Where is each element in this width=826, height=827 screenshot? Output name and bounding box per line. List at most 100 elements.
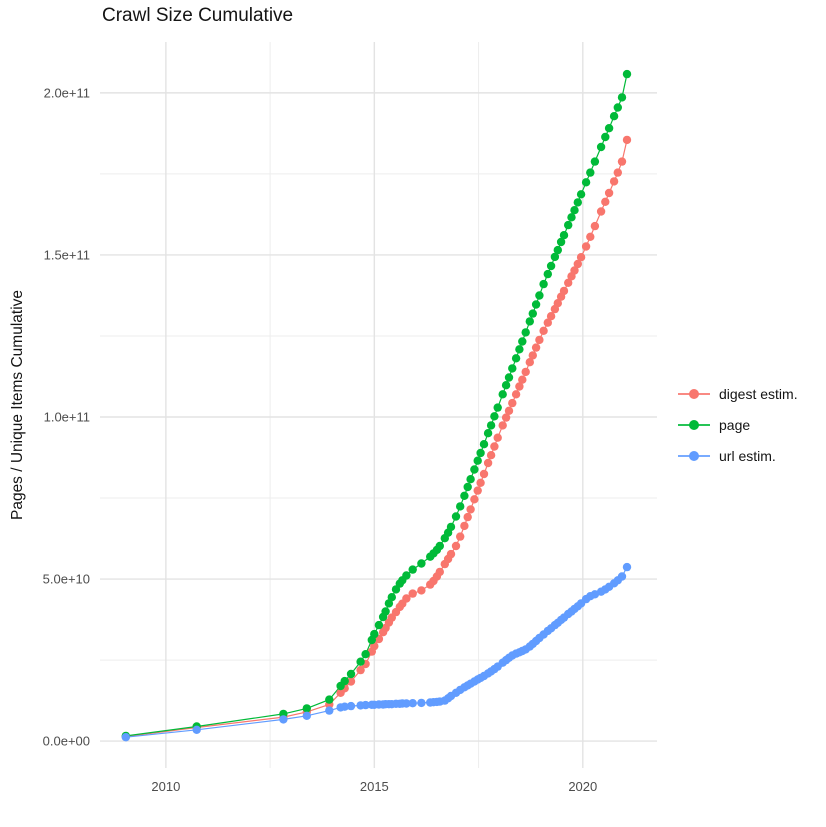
data-point-digest-estim-: [576, 253, 586, 262]
data-point-digest-estim-: [546, 312, 556, 321]
data-point-digest-estim-: [531, 343, 541, 352]
data-point-digest-estim-: [581, 242, 591, 251]
data-point-digest-estim-: [476, 478, 485, 487]
data-point-digest-estim-: [479, 469, 489, 479]
data-point-digest-estim-: [493, 433, 502, 442]
data-point-page: [325, 695, 334, 704]
y-tick-label: 1.5e+11: [44, 247, 90, 262]
legend-item-url: url estim.: [678, 440, 798, 471]
x-tick-label: 2010: [151, 779, 180, 794]
y-tick-label: 2.0e+11: [44, 85, 90, 100]
data-point-page: [361, 650, 370, 659]
legend-label: digest estim.: [719, 385, 798, 402]
data-point-page: [498, 390, 507, 399]
data-point-page: [402, 571, 411, 580]
legend-label: page: [719, 416, 751, 433]
data-point-page: [525, 317, 534, 326]
data-point-page: [483, 429, 493, 438]
data-point-url-estim-: [408, 699, 417, 708]
y-tick-label: 1.0e+11: [44, 409, 90, 424]
data-point-page: [601, 132, 610, 142]
data-point-digest-estim-: [539, 326, 548, 335]
data-point-page: [511, 354, 521, 363]
data-point-url-estim-: [340, 702, 349, 711]
data-point-page: [539, 279, 548, 289]
data-point-digest-estim-: [456, 532, 465, 541]
data-point-page: [463, 482, 472, 492]
data-point-page: [479, 440, 489, 449]
data-point-page: [596, 142, 606, 152]
data-point-url-estim-: [192, 725, 201, 734]
data-point-digest-estim-: [609, 177, 619, 186]
data-point-page: [581, 178, 591, 187]
data-point-digest-estim-: [483, 458, 493, 468]
data-point-digest-estim-: [498, 421, 507, 430]
data-point-page: [473, 456, 482, 465]
data-point-digest-estim-: [417, 586, 426, 595]
data-point-page: [381, 607, 390, 616]
data-point-digest-estim-: [473, 486, 482, 495]
data-point-page: [504, 373, 514, 382]
data-point-page: [604, 124, 614, 133]
data-point-page: [460, 491, 469, 500]
series-line-url-estim-: [125, 566, 628, 738]
data-point-digest-estim-: [543, 318, 552, 327]
digest-key-icon: [678, 385, 710, 403]
data-point-page: [340, 676, 349, 686]
data-point-digest-estim-: [586, 232, 595, 241]
y-tick-label: 0.0e+00: [43, 734, 90, 749]
data-point-digest-estim-: [402, 594, 411, 603]
data-point-url-estim-: [121, 733, 130, 742]
data-point-page: [556, 237, 566, 247]
legend-label: url estim.: [719, 447, 776, 464]
chart-title: Crawl Size Cumulative: [102, 5, 294, 26]
data-point-page: [567, 213, 576, 222]
data-point-digest-estim-: [518, 375, 527, 384]
data-point-digest-estim-: [356, 665, 365, 675]
data-point-page: [466, 475, 475, 484]
data-point-page: [356, 657, 365, 666]
data-point-page: [609, 112, 619, 121]
data-point-digest-estim-: [596, 207, 606, 216]
legend: digest estim. page url estim.: [678, 378, 798, 471]
data-point-page: [531, 300, 541, 309]
data-point-page: [622, 69, 632, 79]
data-point-digest-estim-: [535, 335, 544, 345]
x-tick-label: 2015: [360, 779, 389, 794]
data-point-digest-estim-: [466, 505, 475, 514]
data-point-digest-estim-: [570, 266, 579, 275]
data-point-digest-estim-: [463, 512, 472, 522]
data-point-page: [617, 93, 627, 102]
data-point-page: [586, 168, 595, 177]
data-point-digest-estim-: [601, 197, 610, 206]
data-point-page: [564, 220, 573, 230]
page-key-icon: [678, 416, 710, 434]
x-tick-label: 2020: [568, 779, 597, 794]
data-point-url-estim-: [402, 699, 411, 708]
data-point-page: [370, 629, 379, 639]
y-tick-label: 5.0e+10: [43, 572, 90, 587]
data-point-digest-estim-: [446, 549, 456, 559]
data-point-page: [408, 565, 417, 574]
data-point-digest-estim-: [622, 135, 632, 145]
data-point-page: [486, 421, 496, 430]
data-point-digest-estim-: [460, 521, 469, 531]
data-point-page: [590, 157, 600, 166]
data-point-page: [476, 448, 485, 458]
data-point-page: [553, 245, 562, 255]
data-point-digest-estim-: [564, 278, 573, 287]
data-point-page: [613, 103, 622, 112]
data-point-page: [501, 381, 511, 390]
data-point-url-estim-: [622, 562, 632, 572]
data-point-digest-estim-: [613, 168, 622, 177]
data-point-digest-estim-: [504, 406, 514, 415]
data-point-digest-estim-: [573, 259, 582, 269]
data-point-page: [559, 231, 569, 240]
data-point-digest-estim-: [525, 358, 534, 367]
data-point-page: [346, 669, 356, 679]
data-point-digest-estim-: [346, 677, 356, 686]
data-point-page: [518, 337, 527, 346]
data-point-page: [417, 559, 426, 568]
data-point-digest-estim-: [528, 351, 537, 360]
